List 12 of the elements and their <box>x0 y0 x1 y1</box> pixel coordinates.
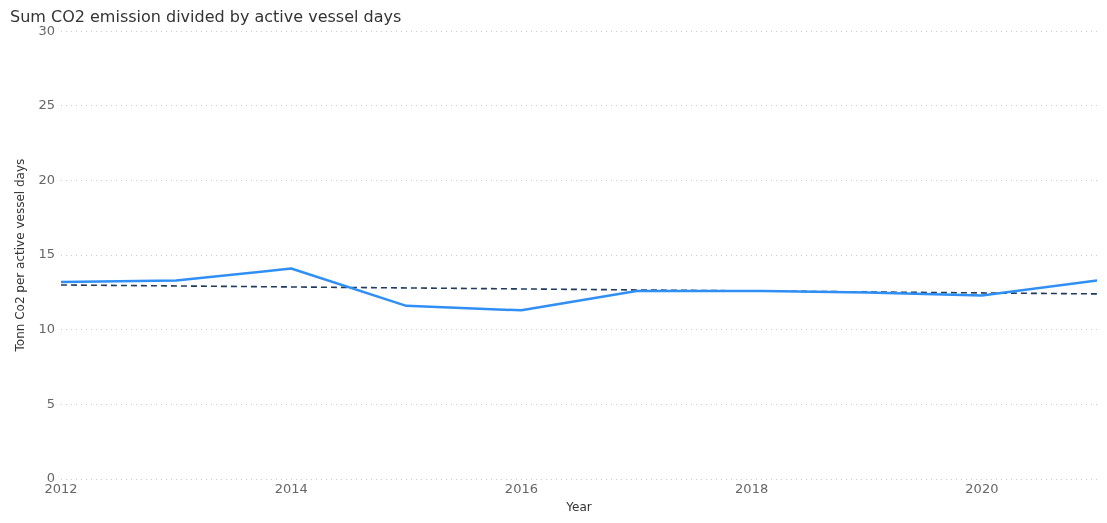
x-tick-label: 2014 <box>274 481 308 497</box>
x-tick-label: 2012 <box>44 481 78 497</box>
x-tick-label: 2020 <box>965 481 999 497</box>
y-tick-label: 15 <box>38 246 55 262</box>
y-axis-title: Tonn Co2 per active vessel days <box>13 158 28 353</box>
y-tick-label: 20 <box>38 171 55 187</box>
y-tick-label: 25 <box>38 97 55 113</box>
x-tick-label: 2016 <box>504 481 538 497</box>
x-tick-label: 2018 <box>735 481 769 497</box>
y-tick-label: 10 <box>38 321 55 337</box>
x-axis-title: Year <box>565 499 592 514</box>
y-tick-label: 5 <box>46 395 55 411</box>
